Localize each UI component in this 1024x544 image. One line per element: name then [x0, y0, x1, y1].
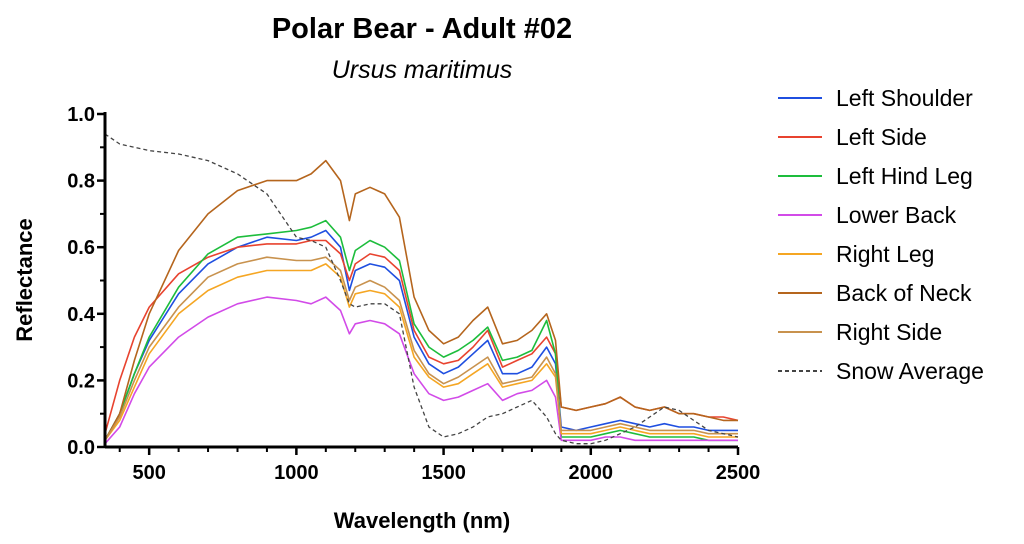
x-tick-label: 1500 — [421, 462, 466, 484]
legend-label: Left Shoulder — [836, 85, 973, 111]
legend-label: Left Side — [836, 124, 927, 150]
series-layer — [104, 133, 739, 445]
legend: Left Shoulder Left Side Left Hind Leg Lower… — [778, 85, 984, 384]
series-line-4 — [104, 263, 738, 441]
series-line-0 — [104, 229, 738, 441]
legend-label: Snow Average — [836, 358, 984, 384]
x-tick-label: 2500 — [716, 462, 761, 484]
series-line-2 — [104, 219, 738, 442]
series-line-1 — [104, 239, 739, 434]
legend-label: Right Side — [836, 319, 942, 345]
x-axis-label: Wavelength (nm) — [334, 508, 510, 533]
y-tick-label: 0.2 — [67, 370, 95, 392]
y-tick-label: 0.6 — [67, 237, 95, 259]
x-tick-label: 1000 — [274, 462, 319, 484]
legend-label: Lower Back — [836, 202, 957, 228]
legend-label: Back of Neck — [836, 280, 972, 306]
series-line-6 — [104, 256, 738, 441]
y-tick-label: 0.8 — [67, 171, 95, 193]
x-tick-label: 2000 — [569, 462, 614, 484]
axes: 0.0 0.2 0.4 0.6 0.8 1.0 500 1000 1500 2000 2500 — [67, 104, 760, 484]
y-axis-label: Reflectance — [12, 218, 37, 342]
chart-title: Polar Bear - Adult #02 — [272, 13, 572, 45]
series-line-5 — [104, 159, 738, 441]
series-line-3 — [104, 296, 738, 445]
legend-label: Right Leg — [836, 241, 934, 267]
legend-label: Left Hind Leg — [836, 163, 973, 189]
y-tick-label: 1.0 — [67, 104, 95, 126]
y-tick-label: 0.4 — [67, 304, 96, 326]
chart-subtitle: Ursus maritimus — [332, 56, 513, 84]
x-tick-label: 500 — [132, 462, 165, 484]
series-line-7 — [104, 133, 739, 445]
y-tick-label: 0.0 — [67, 437, 95, 459]
